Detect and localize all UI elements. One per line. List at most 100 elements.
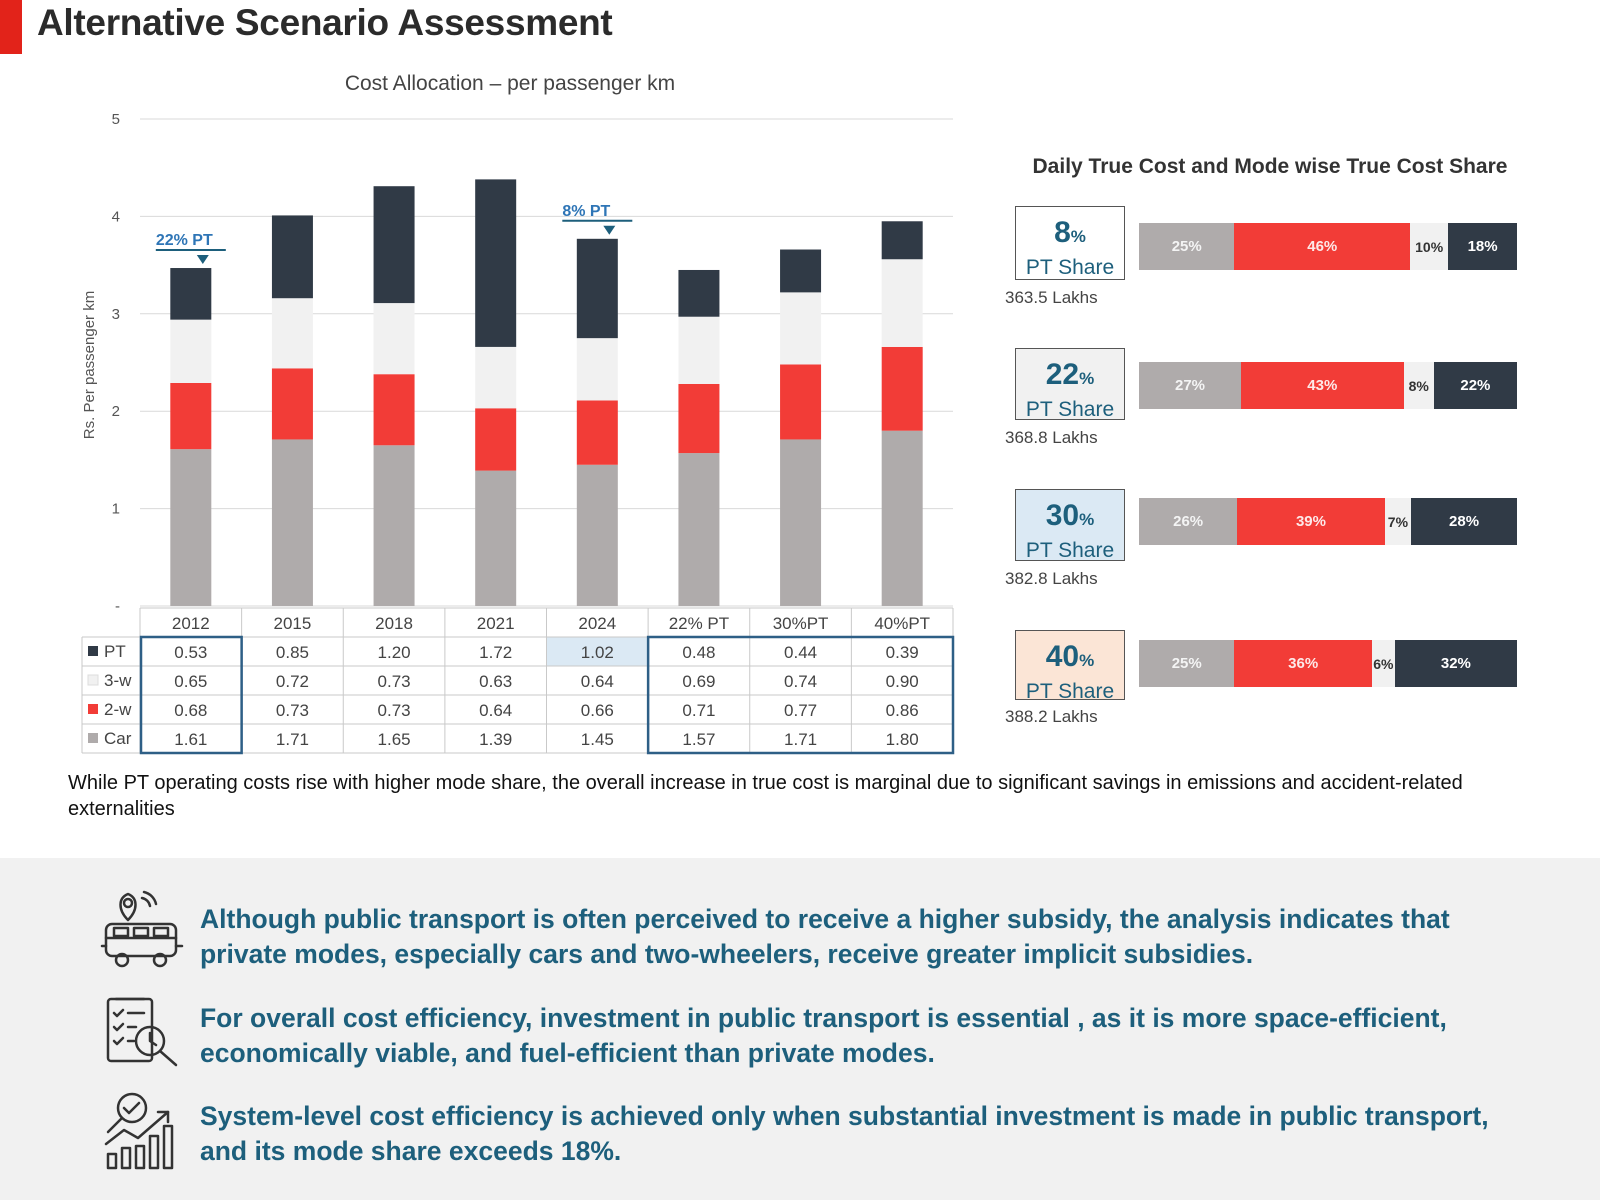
key-findings-panel bbox=[0, 858, 1600, 1200]
total-cost-label: 388.2 Lakhs bbox=[1005, 707, 1098, 726]
table-value: 0.77 bbox=[784, 701, 817, 720]
table-value: 0.71 bbox=[682, 701, 715, 720]
share-segment-car: 25% bbox=[1139, 640, 1235, 687]
title-accent-bar bbox=[0, 0, 22, 54]
table-value: 0.73 bbox=[378, 701, 411, 720]
bar-three_w bbox=[881, 259, 923, 347]
pt-share-label: PT Share bbox=[1025, 539, 1115, 562]
cost-allocation-chart: - 1 2 3 4 5 Rs. Per passenger km 22% PT 8% PT 201… bbox=[81, 111, 955, 755]
legend-swatch-pt bbox=[88, 646, 98, 656]
highlight-cell bbox=[546, 637, 649, 666]
share-segment-car: 27% bbox=[1139, 362, 1242, 409]
table-value: 0.53 bbox=[174, 643, 207, 662]
table-value: 1.71 bbox=[276, 730, 309, 749]
x-category-label: 2018 bbox=[375, 614, 413, 633]
bar-two_w bbox=[881, 346, 923, 431]
y-tick-label: 1 bbox=[112, 501, 120, 518]
share-bar: 26% 39% 7% 28% bbox=[1139, 498, 1517, 545]
legend-swatch-car bbox=[88, 733, 98, 743]
bar-pt bbox=[780, 249, 822, 293]
table-value: 0.90 bbox=[886, 672, 919, 691]
annotation-arrow bbox=[196, 255, 209, 265]
bar-car bbox=[678, 453, 720, 606]
bar-three_w bbox=[576, 338, 618, 401]
table-value: 1.45 bbox=[581, 730, 614, 749]
bar-pt bbox=[576, 238, 618, 339]
legend-label: 3-w bbox=[104, 671, 132, 690]
bar-three_w bbox=[373, 303, 415, 375]
share-segment-pt: 18% bbox=[1448, 223, 1517, 270]
x-category-label: 30%PT bbox=[773, 614, 829, 633]
share-segment-two_w: 36% bbox=[1234, 640, 1372, 687]
share-segment-pt: 32% bbox=[1394, 640, 1517, 687]
table-value: 1.57 bbox=[682, 730, 715, 749]
bar-three_w bbox=[780, 292, 822, 365]
bar-pt bbox=[373, 186, 415, 304]
table-value: 1.65 bbox=[378, 730, 411, 749]
share-segment-car: 25% bbox=[1139, 223, 1235, 270]
table-value: 0.44 bbox=[784, 643, 817, 662]
bar-car bbox=[780, 439, 822, 606]
table-value: 1.61 bbox=[174, 730, 207, 749]
table-value: 0.63 bbox=[479, 672, 512, 691]
share-segment-three_w: 6% bbox=[1371, 640, 1395, 687]
pt-share-value: 40% bbox=[1045, 640, 1095, 673]
bar-pt bbox=[170, 268, 212, 320]
total-cost-label: 382.8 Lakhs bbox=[1005, 569, 1098, 588]
footnote: While PT operating costs rise with highe… bbox=[68, 772, 1463, 820]
checklist-magnifier-icon bbox=[106, 997, 178, 1067]
share-segment-car: 26% bbox=[1139, 498, 1238, 545]
table-value: 0.74 bbox=[784, 672, 817, 691]
finding-cost-efficiency: For overall cost efficiency, investment … bbox=[200, 1003, 1447, 1068]
y-tick-label: - bbox=[115, 598, 120, 615]
table-value: 0.66 bbox=[581, 701, 614, 720]
transit-location-icon bbox=[100, 890, 184, 968]
cost-chart-title: Cost Allocation – per passenger km bbox=[344, 72, 676, 95]
x-category-label: 22% PT bbox=[669, 614, 729, 633]
table-value: 0.86 bbox=[886, 701, 919, 720]
table-value: 1.39 bbox=[479, 730, 512, 749]
x-category-label: 2021 bbox=[477, 614, 515, 633]
bar-two_w bbox=[678, 383, 720, 454]
share-segment-pt: 22% bbox=[1433, 362, 1517, 409]
table-highlight-box bbox=[139, 635, 243, 755]
page-title: Alternative Scenario Assessment bbox=[37, 2, 613, 43]
share-segment-two_w: 43% bbox=[1241, 362, 1404, 409]
pt-share-value: 30% bbox=[1045, 499, 1095, 532]
bar-car bbox=[576, 464, 618, 606]
legend-label: Car bbox=[104, 729, 132, 748]
bar-two_w bbox=[170, 382, 212, 450]
bar-three_w bbox=[678, 316, 720, 384]
pt-share-box-30: 30% PT Share bbox=[1015, 489, 1125, 562]
y-tick-label: 3 bbox=[112, 306, 120, 323]
bar-two_w bbox=[271, 368, 313, 440]
bar-three_w bbox=[271, 298, 313, 369]
share-segment-two_w: 39% bbox=[1237, 498, 1385, 545]
table-value: 0.69 bbox=[682, 672, 715, 691]
growth-chart-icon bbox=[104, 1092, 174, 1170]
pt-share-box-22: 22% PT Share bbox=[1015, 348, 1125, 421]
true-cost-chart-title: Daily True Cost and Mode wise True Cost … bbox=[1032, 155, 1508, 178]
bar-two_w bbox=[475, 408, 517, 471]
share-segment-pt: 28% bbox=[1411, 498, 1517, 545]
share-bar: 27% 43% 8% 22% bbox=[1139, 362, 1517, 409]
share-segment-two_w: 46% bbox=[1234, 223, 1411, 270]
bar-car bbox=[373, 445, 415, 606]
table-value: 0.65 bbox=[174, 672, 207, 691]
table-value: 0.68 bbox=[174, 701, 207, 720]
table-value: 0.73 bbox=[276, 701, 309, 720]
pt-share-value: 8% bbox=[1054, 216, 1086, 249]
share-bar: 25% 36% 6% 32% bbox=[1139, 640, 1517, 687]
share-segment-three_w: 8% bbox=[1403, 362, 1434, 409]
y-tick-label: 2 bbox=[112, 403, 120, 420]
share-bar: 25% 46% 10% 18% bbox=[1139, 223, 1517, 270]
table-value: 0.39 bbox=[886, 643, 919, 662]
x-category-label: 40%PT bbox=[874, 614, 930, 633]
table-value: 1.72 bbox=[479, 643, 512, 662]
bar-car bbox=[475, 470, 517, 606]
share-segment-three_w: 7% bbox=[1384, 498, 1412, 545]
legend-swatch-three_w bbox=[87, 674, 99, 686]
bar-pt bbox=[271, 215, 313, 299]
finding-subsidy: Although public transport is often perce… bbox=[200, 904, 1450, 969]
x-category-label: 2012 bbox=[172, 614, 210, 633]
